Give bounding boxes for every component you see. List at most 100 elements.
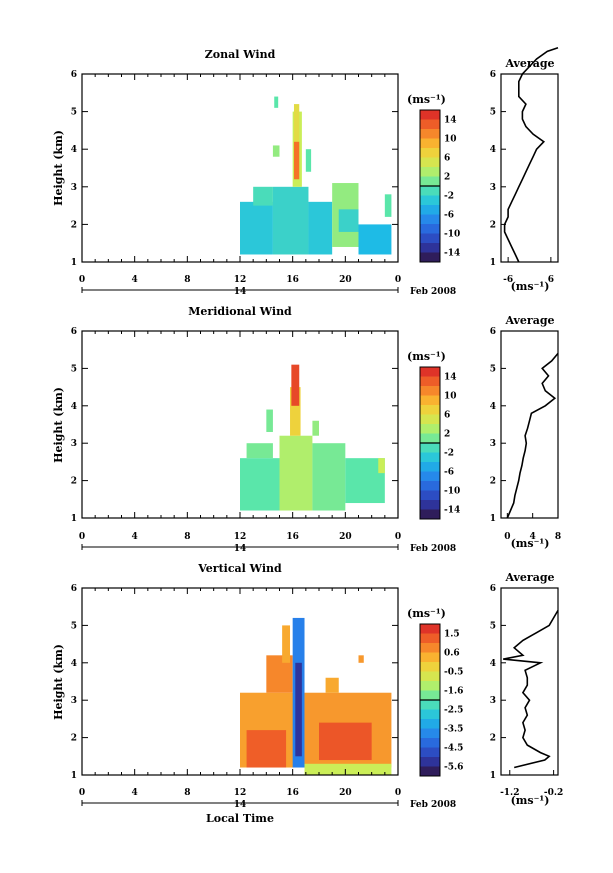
colorbar-tick-label: -6	[444, 468, 454, 478]
average-y-tick-label: 2	[490, 734, 496, 744]
colorbar-tick-label: -14	[444, 506, 460, 516]
panel-title: Meridional Wind	[188, 305, 292, 318]
colorbar-tick-label: -6	[444, 211, 454, 221]
colorbar-swatch	[420, 376, 440, 387]
colorbar-swatch	[420, 167, 440, 177]
colorbar-tick-label: 14	[444, 373, 457, 383]
average-y-tick-label: 3	[490, 183, 496, 193]
colorbar-swatch	[420, 214, 440, 225]
colorbar-tick-label: 6	[444, 154, 450, 164]
heatmap-cell	[338, 209, 359, 232]
colorbar-ticks: 14 10 6 2 -2 -6 -10 -14	[444, 373, 460, 516]
x-tick-label: 16	[286, 788, 299, 798]
colorbar-tick-label: 2	[444, 173, 450, 183]
y-axis-label: Height (km)	[52, 130, 65, 206]
date-month: Feb 2008	[410, 544, 456, 554]
x-tick-label: 20	[339, 532, 352, 542]
average-profile-line	[506, 352, 559, 519]
average-frame	[500, 73, 559, 263]
colorbar-swatches	[420, 367, 440, 520]
colorbar-swatch	[420, 414, 440, 425]
x-tick-label: 4	[132, 788, 138, 798]
panel-meridional-wind: Meridional Wind 0 4 8 12 16 20 01 12 23 34 45 56 6 H…	[52, 305, 561, 554]
average-y-tick-label: 6	[490, 70, 496, 80]
x-tick-label: 12	[234, 532, 247, 542]
average-unit: (ms⁻¹)	[511, 794, 550, 807]
colorbar-swatch	[420, 728, 440, 739]
average-panel: Average 0 4 8 (ms⁻¹)	[500, 314, 561, 550]
y-tick-label: 1	[71, 771, 77, 781]
date-bar: 14 Feb 2008	[81, 800, 456, 810]
average-x-tick-label: 8	[555, 532, 561, 542]
colorbar-tick-label: 0.6	[444, 649, 460, 659]
panel-title: Vertical Wind	[197, 562, 282, 575]
average-y-tick-label: 4	[490, 145, 496, 155]
colorbar-tick-label: -14	[444, 249, 460, 259]
colorbar-swatch	[420, 224, 440, 234]
colorbar-swatch	[420, 233, 440, 244]
average-ticks: 0 4 8	[504, 513, 561, 542]
y-tick-label: 2	[71, 477, 77, 487]
heatmap-cells	[240, 96, 392, 255]
x-tick-label: 0	[79, 532, 85, 542]
heatmap-cell	[279, 435, 313, 511]
colorbar-swatch	[420, 633, 440, 644]
average-unit: (ms⁻¹)	[511, 280, 550, 293]
average-title: Average	[504, 57, 554, 70]
y-tick-label: 3	[71, 696, 77, 706]
colorbar-swatch	[420, 643, 440, 653]
colorbar-tick-label: -3.5	[444, 725, 463, 735]
average-profile-line	[503, 609, 559, 769]
x-tick-label: 8	[184, 788, 190, 798]
colorbar-swatch	[420, 700, 440, 710]
axis-ticks: 0 4 8 12 16 20 01 12 23 34 45 56 6	[71, 70, 506, 285]
heatmap-cell	[290, 387, 301, 436]
date-bar: 14 Feb 2008	[81, 544, 456, 554]
colorbar-swatch	[420, 205, 440, 215]
colorbar-unit: (ms⁻¹)	[407, 93, 446, 106]
colorbar-ticks: 14 10 6 2 -2 -6 -10 -14	[444, 116, 460, 259]
average-panel: Average -6 6 (ms⁻¹)	[500, 46, 559, 293]
date-day: 14	[234, 544, 247, 554]
heatmap-cells	[240, 617, 392, 775]
heatmap-cell	[240, 458, 280, 511]
colorbar-swatch	[420, 405, 440, 415]
colorbar-frame	[419, 366, 441, 520]
y-tick-label: 4	[71, 659, 77, 669]
colorbar-frame	[419, 623, 441, 777]
colorbar-swatch	[420, 252, 440, 263]
colorbar-swatch	[420, 395, 440, 406]
colorbar-tick-label: -10	[444, 487, 460, 497]
y-tick-label: 4	[71, 145, 77, 155]
x-tick-label: 12	[234, 275, 247, 285]
heatmap-cells	[240, 364, 385, 511]
average-y-tick-label: 2	[490, 220, 496, 230]
y-tick-label: 5	[71, 621, 77, 631]
average-ticks: -6 6	[503, 257, 554, 285]
y-axis-label: Height (km)	[52, 644, 65, 720]
heatmap-cell	[293, 141, 300, 180]
heatmap-cell	[319, 722, 372, 761]
heatmap-cell	[246, 443, 273, 459]
average-y-tick-label: 3	[490, 696, 496, 706]
heatmap-cell	[325, 677, 339, 693]
average-x-tick-label: 4	[530, 532, 536, 542]
heatmap-cell	[358, 655, 364, 663]
average-x-tick-label: 0	[504, 532, 510, 542]
colorbar-swatch	[420, 690, 440, 701]
average-x-tick-label: 6	[548, 275, 554, 285]
x-tick-label: 16	[286, 275, 299, 285]
heatmap-cell	[253, 186, 273, 206]
colorbar-tick-label: -2.5	[444, 706, 463, 716]
colorbar-swatch	[420, 195, 440, 206]
average-y-tick-label: 3	[490, 439, 496, 449]
y-tick-label: 1	[71, 258, 77, 268]
y-tick-label: 3	[71, 183, 77, 193]
panel-vertical-wind: Vertical Wind 0 4 8 12 16 20 01 12 23 34 45 56 6 Hei…	[52, 562, 563, 825]
colorbar-tick-label: 1.5	[444, 630, 460, 640]
axis-ticks: 0 4 8 12 16 20 01 12 23 34 45 56 6	[71, 584, 506, 798]
x-tick-label: 8	[184, 275, 190, 285]
average-y-tick-label: 5	[490, 364, 496, 374]
y-tick-label: 1	[71, 514, 77, 524]
